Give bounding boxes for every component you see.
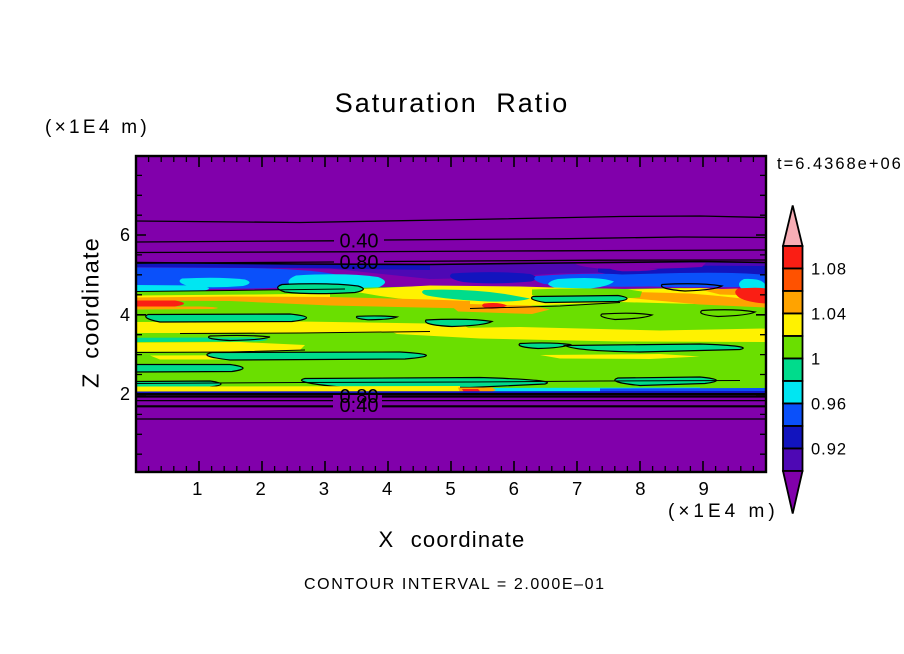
svg-text:0.96: 0.96 [811, 396, 847, 414]
svg-text:1: 1 [192, 478, 202, 499]
svg-text:0.80: 0.80 [340, 252, 379, 274]
svg-text:0.80: 0.80 [340, 386, 379, 408]
svg-text:0.92: 0.92 [811, 441, 847, 459]
svg-text:7: 7 [572, 478, 582, 499]
svg-text:9: 9 [699, 478, 709, 499]
svg-text:(×1E4 m): (×1E4 m) [668, 501, 779, 522]
svg-text:Saturation Ratio: Saturation Ratio [335, 88, 570, 118]
svg-text:4: 4 [120, 305, 130, 325]
svg-text:t=6.4368e+06: t=6.4368e+06 [777, 155, 903, 173]
svg-text:5: 5 [445, 478, 455, 499]
svg-text:Z coordinate: Z coordinate [78, 237, 104, 388]
svg-text:0.40: 0.40 [340, 231, 379, 253]
svg-text:6: 6 [509, 478, 519, 499]
svg-text:1: 1 [811, 351, 821, 369]
svg-text:3: 3 [319, 478, 329, 499]
svg-text:0.40: 0.40 [340, 395, 379, 417]
svg-text:X coordinate: X coordinate [379, 527, 526, 552]
svg-text:6: 6 [120, 225, 130, 245]
svg-text:1.04: 1.04 [811, 306, 847, 324]
svg-text:4: 4 [382, 478, 392, 499]
svg-text:1.08: 1.08 [811, 261, 847, 279]
svg-text:2: 2 [120, 384, 130, 404]
svg-text:CONTOUR INTERVAL = 2.000E–01: CONTOUR INTERVAL = 2.000E–01 [304, 576, 606, 593]
svg-text:8: 8 [635, 478, 645, 499]
svg-text:(×1E4 m): (×1E4 m) [45, 117, 150, 138]
svg-text:2: 2 [255, 478, 265, 499]
